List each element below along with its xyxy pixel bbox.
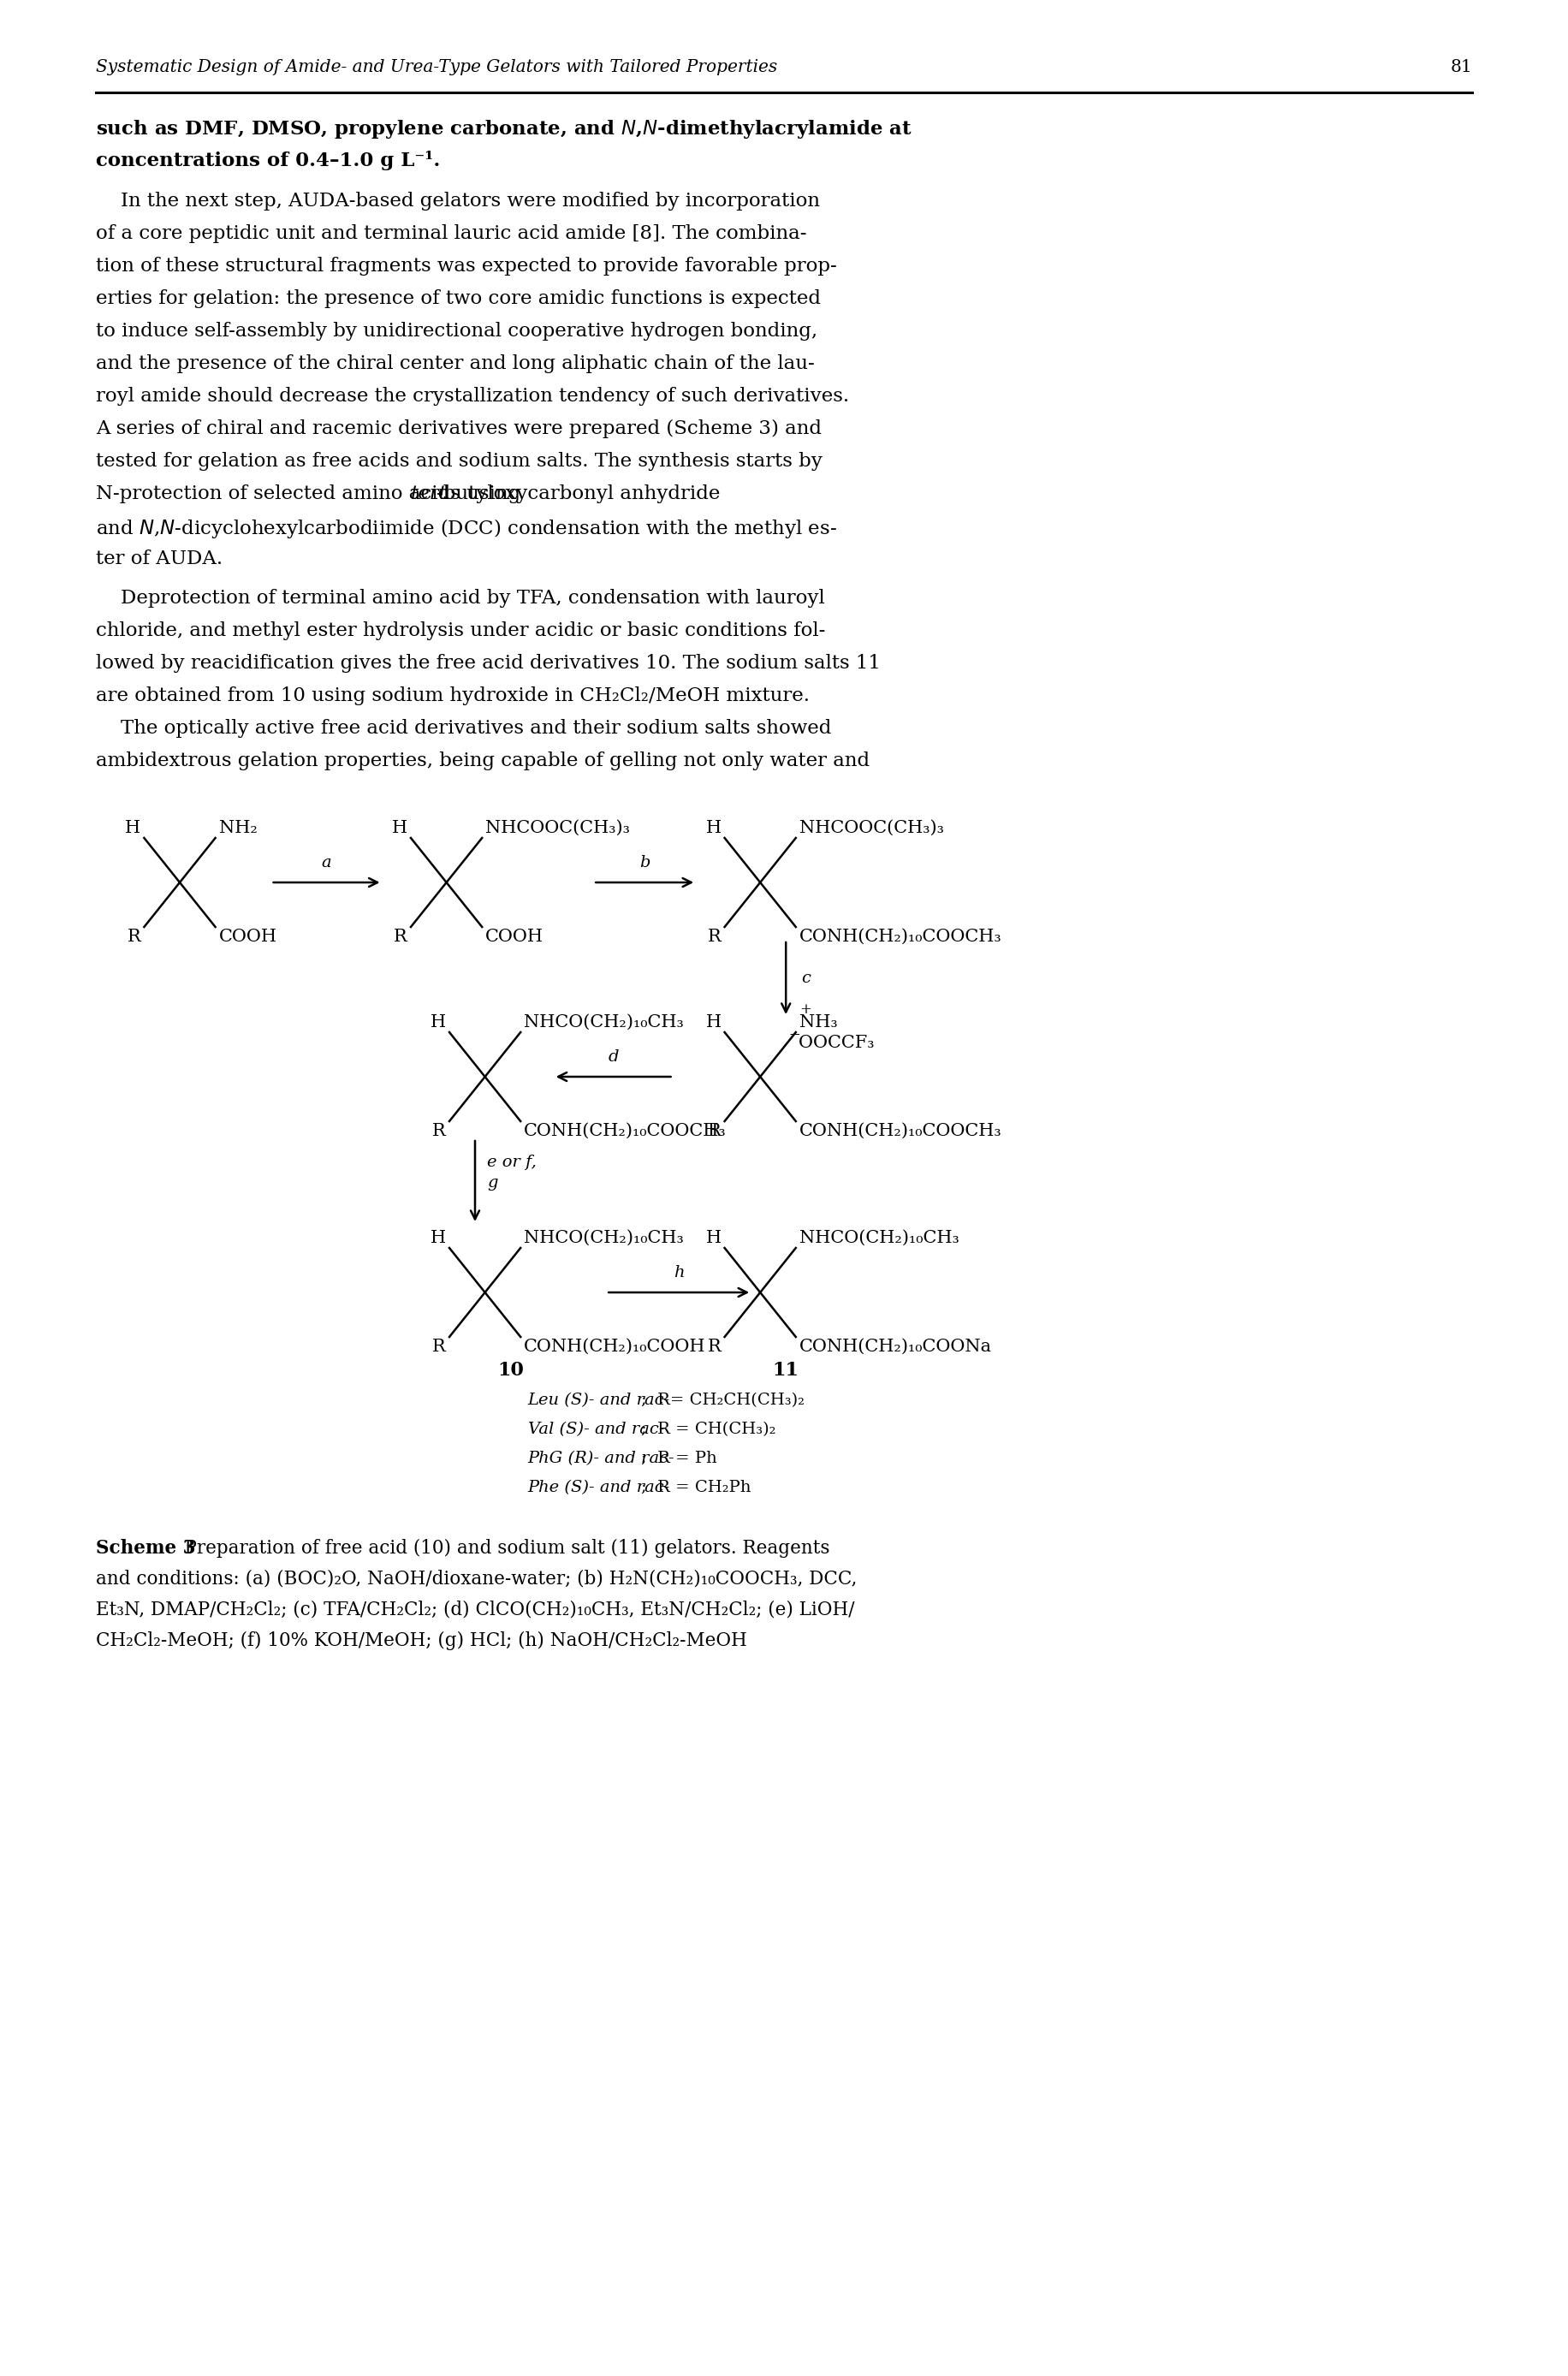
Text: and $N$,$N$-dicyclohexylcarbodiimide (DCC) condensation with the methyl es-: and $N$,$N$-dicyclohexylcarbodiimide (DC… (96, 518, 837, 539)
Text: to induce self-assembly by unidirectional cooperative hydrogen bonding,: to induce self-assembly by unidirectiona… (96, 321, 817, 340)
Text: tert: tert (411, 485, 447, 504)
Text: ;  R= CH₂CH(CH₃)₂: ; R= CH₂CH(CH₃)₂ (641, 1392, 804, 1409)
Text: H: H (392, 820, 408, 836)
Text: Phe (S)- and rac-: Phe (S)- and rac- (528, 1480, 670, 1495)
Text: R: R (433, 1338, 445, 1354)
Text: Leu (S)- and rac-: Leu (S)- and rac- (528, 1392, 670, 1409)
Text: such as DMF, DMSO, propylene carbonate, and $N$,$N$-dimethylacrylamide at: such as DMF, DMSO, propylene carbonate, … (96, 119, 913, 140)
Text: ter of AUDA.: ter of AUDA. (96, 549, 223, 568)
Text: In the next step, AUDA-based gelators were modified by incorporation: In the next step, AUDA-based gelators we… (96, 192, 820, 211)
Text: lowed by reacidification gives the free acid derivatives 10. The sodium salts 11: lowed by reacidification gives the free … (96, 653, 881, 672)
Text: R: R (707, 1124, 721, 1138)
Text: R: R (707, 1338, 721, 1354)
Text: ;  R = Ph: ; R = Ph (641, 1452, 717, 1466)
Text: are obtained from 10 using sodium hydroxide in CH₂Cl₂/MeOH mixture.: are obtained from 10 using sodium hydrox… (96, 687, 809, 706)
Text: 10: 10 (497, 1361, 524, 1380)
Text: 81: 81 (1450, 59, 1472, 76)
Text: ̅OOCCF₃: ̅OOCCF₃ (800, 1036, 875, 1050)
Text: NH₃: NH₃ (800, 1015, 837, 1031)
Text: royl amide should decrease the crystallization tendency of such derivatives.: royl amide should decrease the crystalli… (96, 387, 850, 406)
Text: NHCOOC(CH₃)₃: NHCOOC(CH₃)₃ (486, 820, 630, 836)
Text: R: R (707, 929, 721, 946)
Text: Et₃N, DMAP/CH₂Cl₂; (c) TFA/CH₂Cl₂; (d) ClCO(CH₂)₁₀CH₃, Et₃N/CH₂Cl₂; (e) LiOH/: Et₃N, DMAP/CH₂Cl₂; (c) TFA/CH₂Cl₂; (d) C… (96, 1601, 855, 1620)
Text: of a core peptidic unit and terminal lauric acid amide [8]. The combina-: of a core peptidic unit and terminal lau… (96, 223, 806, 242)
Text: H: H (706, 1231, 721, 1245)
Text: NHCO(CH₂)₁₀CH₃: NHCO(CH₂)₁₀CH₃ (800, 1231, 960, 1245)
Text: CONH(CH₂)₁₀COOCH₃: CONH(CH₂)₁₀COOCH₃ (800, 929, 1002, 946)
Text: Scheme 3: Scheme 3 (96, 1540, 196, 1559)
Text: CONH(CH₂)₁₀COOCH₃: CONH(CH₂)₁₀COOCH₃ (524, 1124, 726, 1138)
Text: Preparation of free acid (10) and sodium salt (11) gelators. Reagents: Preparation of free acid (10) and sodium… (162, 1540, 829, 1559)
Text: R: R (127, 929, 141, 946)
Text: NHCO(CH₂)₁₀CH₃: NHCO(CH₂)₁₀CH₃ (524, 1231, 684, 1245)
Text: ;  R = CH(CH₃)₂: ; R = CH(CH₃)₂ (641, 1421, 776, 1437)
Text: tested for gelation as free acids and sodium salts. The synthesis starts by: tested for gelation as free acids and so… (96, 451, 822, 470)
Text: b: b (640, 855, 651, 870)
Text: 11: 11 (773, 1361, 800, 1380)
Text: NH₂: NH₂ (220, 820, 257, 836)
Text: R: R (394, 929, 408, 946)
Text: concentrations of 0.4–1.0 g L⁻¹.: concentrations of 0.4–1.0 g L⁻¹. (96, 150, 441, 171)
Text: +: + (800, 1003, 811, 1017)
Text: -butyloxycarbonyl anhydride: -butyloxycarbonyl anhydride (437, 485, 721, 504)
Text: e or f,: e or f, (488, 1155, 536, 1169)
Text: The optically active free acid derivatives and their sodium salts showed: The optically active free acid derivativ… (96, 720, 831, 739)
Text: ambidextrous gelation properties, being capable of gelling not only water and: ambidextrous gelation properties, being … (96, 751, 870, 770)
Text: PhG (R)- and rac-: PhG (R)- and rac- (528, 1452, 674, 1466)
Text: c: c (801, 972, 811, 986)
Text: H: H (125, 820, 141, 836)
Text: and the presence of the chiral center and long aliphatic chain of the lau-: and the presence of the chiral center an… (96, 354, 815, 373)
Text: d: d (608, 1050, 619, 1064)
Text: H: H (430, 1015, 445, 1031)
Text: NHCO(CH₂)₁₀CH₃: NHCO(CH₂)₁₀CH₃ (524, 1015, 684, 1031)
Text: NHCOOC(CH₃)₃: NHCOOC(CH₃)₃ (800, 820, 944, 836)
Text: tion of these structural fragments was expected to provide favorable prop-: tion of these structural fragments was e… (96, 257, 837, 276)
Text: COOH: COOH (486, 929, 544, 946)
Text: CONH(CH₂)₁₀COOH: CONH(CH₂)₁₀COOH (524, 1338, 706, 1354)
Text: R: R (433, 1124, 445, 1138)
Text: H: H (706, 1015, 721, 1031)
Text: chloride, and methyl ester hydrolysis under acidic or basic conditions fol-: chloride, and methyl ester hydrolysis un… (96, 623, 825, 639)
Text: Val (S)- and rac-: Val (S)- and rac- (528, 1421, 665, 1437)
Text: H: H (706, 820, 721, 836)
Text: CONH(CH₂)₁₀COONa: CONH(CH₂)₁₀COONa (800, 1338, 993, 1354)
Text: H: H (430, 1231, 445, 1245)
Text: ;  R = CH₂Ph: ; R = CH₂Ph (641, 1480, 751, 1495)
Text: CONH(CH₂)₁₀COOCH₃: CONH(CH₂)₁₀COOCH₃ (800, 1124, 1002, 1138)
Text: h: h (674, 1264, 684, 1281)
Text: Deprotection of terminal amino acid by TFA, condensation with lauroyl: Deprotection of terminal amino acid by T… (96, 589, 825, 608)
Text: CH₂Cl₂-MeOH; (f) 10% KOH/MeOH; (g) HCl; (h) NaOH/CH₂Cl₂-MeOH: CH₂Cl₂-MeOH; (f) 10% KOH/MeOH; (g) HCl; … (96, 1632, 746, 1651)
Text: N-protection of selected amino acids using: N-protection of selected amino acids usi… (96, 485, 527, 504)
Text: g: g (488, 1176, 497, 1190)
Text: a: a (321, 855, 331, 870)
Text: erties for gelation: the presence of two core amidic functions is expected: erties for gelation: the presence of two… (96, 290, 820, 309)
Text: A series of chiral and racemic derivatives were prepared (Scheme 3) and: A series of chiral and racemic derivativ… (96, 421, 822, 437)
Text: and conditions: (a) (BOC)₂O, NaOH/dioxane-water; (b) H₂N(CH₂)₁₀COOCH₃, DCC,: and conditions: (a) (BOC)₂O, NaOH/dioxan… (96, 1571, 858, 1590)
Text: COOH: COOH (220, 929, 278, 946)
Text: Systematic Design of Amide- and Urea-Type Gelators with Tailored Properties: Systematic Design of Amide- and Urea-Typ… (96, 59, 778, 76)
